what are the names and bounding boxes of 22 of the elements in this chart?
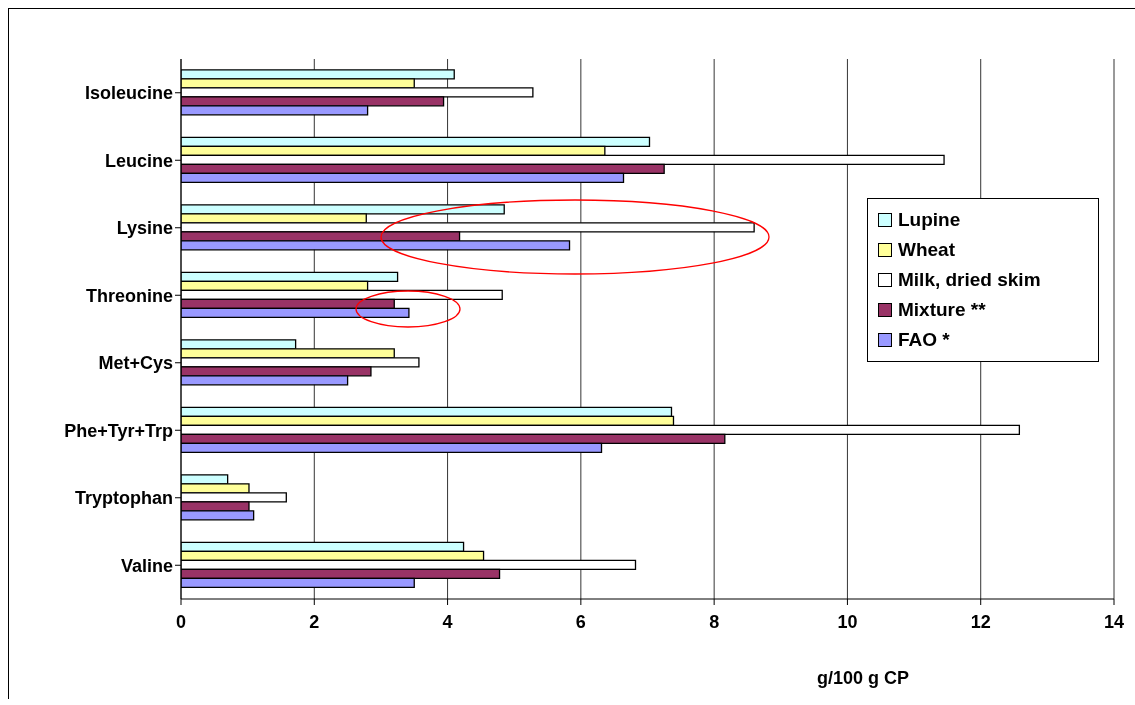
y-tick-label: Phe+Tyr+Trp (64, 420, 173, 441)
legend-label: Wheat (898, 239, 955, 261)
y-tick-label: Isoleucine (84, 83, 173, 104)
x-tick-label: 10 (837, 611, 858, 632)
y-tick-label: Threonine (85, 285, 173, 306)
legend-label: FAO * (898, 329, 950, 351)
x-tick-label: 4 (442, 611, 453, 632)
y-tick-label: Leucine (104, 150, 173, 171)
x-tick-label: 2 (309, 611, 320, 632)
legend-label: Lupine (898, 209, 961, 231)
x-axis-title: g/100 g CP (816, 668, 909, 688)
x-tick-label: 8 (709, 611, 720, 632)
legend-label: Milk, dried skim (898, 269, 1041, 291)
y-tick-label: Lysine (116, 218, 173, 239)
x-tick-label: 0 (175, 611, 187, 632)
x-tick-label: 14 (1103, 611, 1125, 632)
y-tick-label: Tryptophan (75, 488, 173, 509)
legend-label: Mixture ** (898, 299, 986, 321)
y-tick-label: Met+Cys (98, 353, 173, 374)
x-tick-label: 12 (970, 611, 991, 632)
y-tick-label: Valine (120, 555, 173, 576)
x-tick-label: 6 (575, 611, 586, 632)
